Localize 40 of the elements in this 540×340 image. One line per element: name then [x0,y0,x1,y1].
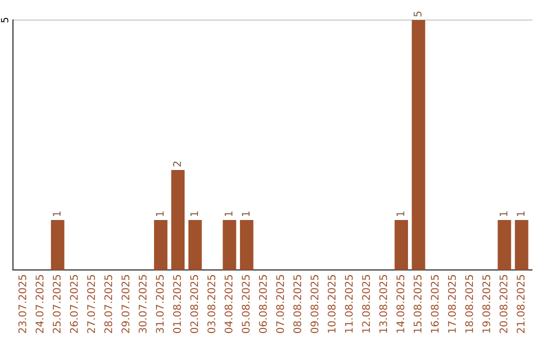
x-tick-label: 19.08.2025 [482,275,490,333]
data-label: 1 [156,212,164,216]
x-tick-label: 01.08.2025 [173,275,181,334]
x-tick-label: 16.08.2025 [430,275,439,333]
data-label: 2 [173,162,181,166]
x-tick-label: 09.08.2025 [310,275,318,334]
x-tick-label: 02.08.2025 [190,275,198,334]
x-tick-label: 25.07.2025 [52,275,61,334]
x-tick-label: 26.07.2025 [70,275,78,334]
x-tick-label: 30.07.2025 [138,275,147,333]
x-tick-label: 10.08.2025 [328,275,336,333]
data-label: 1 [500,212,508,216]
x-tick-label: 23.07.2025 [18,275,26,334]
x-tick-label: 31.07.2025 [156,275,164,333]
data-label: 1 [396,212,404,216]
x-tick-label: 29.07.2025 [122,275,130,334]
x-tick-label: 07.08.2025 [276,275,284,334]
data-label: 1 [516,212,524,216]
data-label: 1 [242,212,250,216]
x-tick-label: 18.08.2025 [465,275,474,333]
x-tick-label: 27.07.2025 [87,275,96,334]
x-tick-label: 15.08.2025 [414,275,422,333]
x-tick-label: 04.08.2025 [224,275,232,334]
x-tick-label: 11.08.2025 [344,275,353,333]
x-tick-label: 08.08.2025 [293,275,302,334]
x-tick-label: 13.08.2025 [379,275,388,333]
data-label: 1 [190,212,198,216]
x-tick-label: 20.08.2025 [500,275,508,334]
x-tick-label: 21.08.2025 [516,275,525,334]
x-tick-label: 12.08.2025 [362,275,370,333]
x-tick-label: 03.08.2025 [207,275,216,334]
x-tick-label: 14.08.2025 [396,275,404,333]
data-label: 1 [224,212,232,216]
x-tick-label: 24.07.2025 [36,275,44,334]
data-label: 5 [414,12,422,16]
x-tick-label: 28.07.2025 [104,275,112,334]
x-tick-label: 17.08.2025 [448,275,456,333]
x-tick-label: 05.08.2025 [242,275,250,334]
data-label: 1 [52,212,61,216]
x-tick-label: 06.08.2025 [258,275,267,334]
